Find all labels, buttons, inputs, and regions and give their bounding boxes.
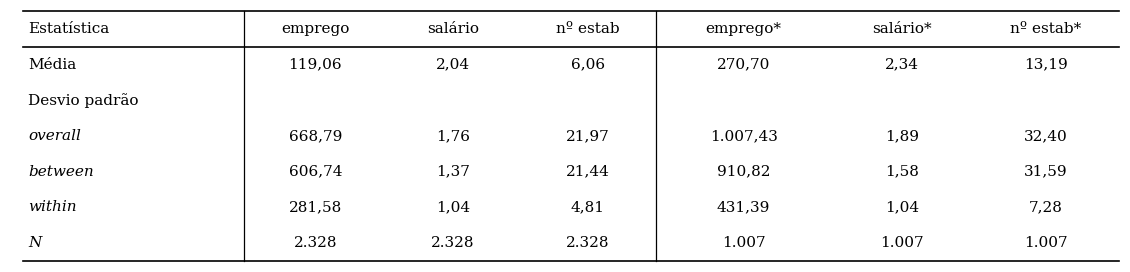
Text: 21,44: 21,44	[566, 165, 610, 179]
Text: emprego*: emprego*	[705, 22, 782, 36]
Text: 2.328: 2.328	[566, 236, 609, 250]
Text: 32,40: 32,40	[1024, 129, 1068, 143]
Text: 21,97: 21,97	[566, 129, 609, 143]
Text: N: N	[28, 236, 42, 250]
Text: 1.007: 1.007	[722, 236, 765, 250]
Text: emprego: emprego	[281, 22, 349, 36]
Text: Estatística: Estatística	[28, 22, 110, 36]
Text: 1,04: 1,04	[885, 200, 919, 215]
Text: 1.007: 1.007	[880, 236, 924, 250]
Text: 1,04: 1,04	[436, 200, 470, 215]
Text: 2,04: 2,04	[436, 57, 470, 72]
Text: 606,74: 606,74	[288, 165, 342, 179]
Text: 1,89: 1,89	[885, 129, 919, 143]
Text: 31,59: 31,59	[1024, 165, 1068, 179]
Text: Desvio padrão: Desvio padrão	[28, 93, 139, 108]
Text: 1.007,43: 1.007,43	[710, 129, 777, 143]
Text: 2.328: 2.328	[431, 236, 475, 250]
Text: Média: Média	[28, 57, 77, 72]
Text: salário: salário	[427, 22, 479, 36]
Text: 668,79: 668,79	[288, 129, 342, 143]
Text: 1,58: 1,58	[885, 165, 919, 179]
Text: 7,28: 7,28	[1029, 200, 1063, 215]
Text: 270,70: 270,70	[716, 57, 771, 72]
Text: nº estab: nº estab	[556, 22, 619, 36]
Text: 1.007: 1.007	[1024, 236, 1068, 250]
Text: 910,82: 910,82	[716, 165, 771, 179]
Text: 2,34: 2,34	[885, 57, 919, 72]
Text: 4,81: 4,81	[571, 200, 605, 215]
Text: 1,37: 1,37	[436, 165, 470, 179]
Text: 1,76: 1,76	[436, 129, 470, 143]
Text: nº estab*: nº estab*	[1010, 22, 1081, 36]
Text: overall: overall	[28, 129, 81, 143]
Text: salário*: salário*	[872, 22, 932, 36]
Text: within: within	[28, 200, 77, 215]
Text: 13,19: 13,19	[1024, 57, 1068, 72]
Text: 281,58: 281,58	[288, 200, 342, 215]
Text: 6,06: 6,06	[571, 57, 605, 72]
Text: 431,39: 431,39	[716, 200, 771, 215]
Text: 2.328: 2.328	[294, 236, 337, 250]
Text: between: between	[28, 165, 94, 179]
Text: 119,06: 119,06	[288, 57, 342, 72]
